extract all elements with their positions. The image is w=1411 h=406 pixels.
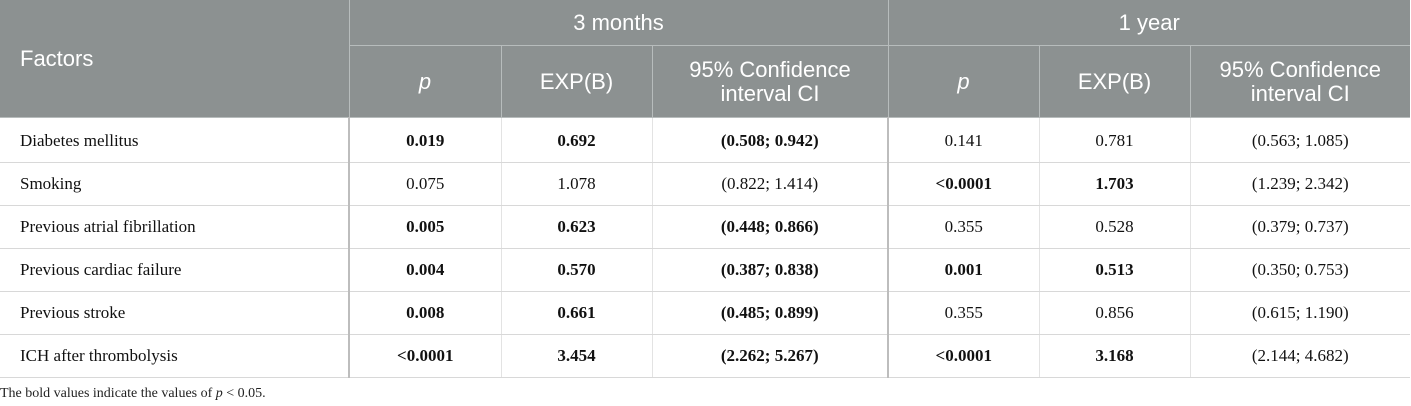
ci-header-1y: 95% Confidence interval CI xyxy=(1190,45,1411,118)
cell-ci-1y: (0.350; 0.753) xyxy=(1190,248,1411,292)
footnote-var: p xyxy=(215,386,223,401)
cell-ci-3m: (0.485; 0.899) xyxy=(652,291,889,335)
group-header-3-months: 3 months xyxy=(349,0,889,46)
header-group-row: Factors 3 months 1 year xyxy=(0,0,1411,118)
table-row: Previous cardiac failure 0.004 0.570 (0.… xyxy=(0,248,1411,292)
table-row: ICH after thrombolysis <0.0001 3.454 (2.… xyxy=(0,334,1411,378)
factor-label: Diabetes mellitus xyxy=(0,117,350,163)
factor-label: Previous atrial fibrillation xyxy=(0,205,350,249)
results-table: Factors 3 months 1 year p EXP(B) 95% Con… xyxy=(0,0,1411,378)
cell-expb-1y: 1.703 xyxy=(1039,162,1191,206)
group-header-1-year: 1 year xyxy=(888,0,1411,46)
cell-ci-1y: (2.144; 4.682) xyxy=(1190,334,1411,378)
cell-expb-1y: 0.781 xyxy=(1039,117,1191,163)
cell-ci-3m: (0.822; 1.414) xyxy=(652,162,889,206)
cell-ci-1y: (0.563; 1.085) xyxy=(1190,117,1411,163)
footnote-prefix: The bold values indicate the values of xyxy=(0,386,216,401)
header-sub-row: p EXP(B) 95% Confidence interval CI p EX… xyxy=(0,45,1411,118)
cell-p-3m: 0.075 xyxy=(349,162,502,206)
cell-ci-3m: (0.387; 0.838) xyxy=(652,248,889,292)
cell-p-3m: 0.004 xyxy=(349,248,502,292)
p-header-1y: p xyxy=(888,45,1040,118)
cell-p-1y: 0.355 xyxy=(888,291,1040,335)
cell-ci-3m: (0.508; 0.942) xyxy=(652,117,889,163)
cell-p-3m: <0.0001 xyxy=(349,334,502,378)
table-row: Diabetes mellitus 0.019 0.692 (0.508; 0.… xyxy=(0,117,1411,163)
cell-expb-1y: 3.168 xyxy=(1039,334,1191,378)
table-row: Smoking 0.075 1.078 (0.822; 1.414) <0.00… xyxy=(0,162,1411,206)
table-row: Previous atrial fibrillation 0.005 0.623… xyxy=(0,205,1411,249)
factors-header: Factors xyxy=(0,0,350,118)
cell-expb-3m: 0.661 xyxy=(501,291,653,335)
cell-expb-1y: 0.513 xyxy=(1039,248,1191,292)
cell-p-3m: 0.005 xyxy=(349,205,502,249)
cell-expb-3m: 0.570 xyxy=(501,248,653,292)
cell-expb-3m: 3.454 xyxy=(501,334,653,378)
cell-p-3m: 0.019 xyxy=(349,117,502,163)
cell-p-1y: <0.0001 xyxy=(888,162,1040,206)
factor-label: ICH after thrombolysis xyxy=(0,334,350,378)
footnote-suffix: < 0.05. xyxy=(222,386,266,401)
cell-expb-3m: 1.078 xyxy=(501,162,653,206)
cell-ci-1y: (1.239; 2.342) xyxy=(1190,162,1411,206)
cell-ci-1y: (0.615; 1.190) xyxy=(1190,291,1411,335)
p-header-3m: p xyxy=(349,45,502,118)
cell-ci-3m: (2.262; 5.267) xyxy=(652,334,889,378)
cell-ci-1y: (0.379; 0.737) xyxy=(1190,205,1411,249)
cell-p-3m: 0.008 xyxy=(349,291,502,335)
cell-p-1y: 0.001 xyxy=(888,248,1040,292)
cell-ci-3m: (0.448; 0.866) xyxy=(652,205,889,249)
cell-expb-3m: 0.623 xyxy=(501,205,653,249)
table-footnote: The bold values indicate the values of p… xyxy=(0,386,266,402)
cell-p-1y: 0.141 xyxy=(888,117,1040,163)
expb-header-1y: EXP(B) xyxy=(1039,45,1191,118)
factor-label: Previous cardiac failure xyxy=(0,248,350,292)
cell-expb-1y: 0.528 xyxy=(1039,205,1191,249)
expb-header-3m: EXP(B) xyxy=(501,45,653,118)
factor-label: Smoking xyxy=(0,162,350,206)
table-row: Previous stroke 0.008 0.661 (0.485; 0.89… xyxy=(0,291,1411,335)
cell-p-1y: 0.355 xyxy=(888,205,1040,249)
cell-expb-1y: 0.856 xyxy=(1039,291,1191,335)
factor-label: Previous stroke xyxy=(0,291,350,335)
cell-expb-3m: 0.692 xyxy=(501,117,653,163)
ci-header-3m: 95% Confidence interval CI xyxy=(652,45,889,118)
cell-p-1y: <0.0001 xyxy=(888,334,1040,378)
